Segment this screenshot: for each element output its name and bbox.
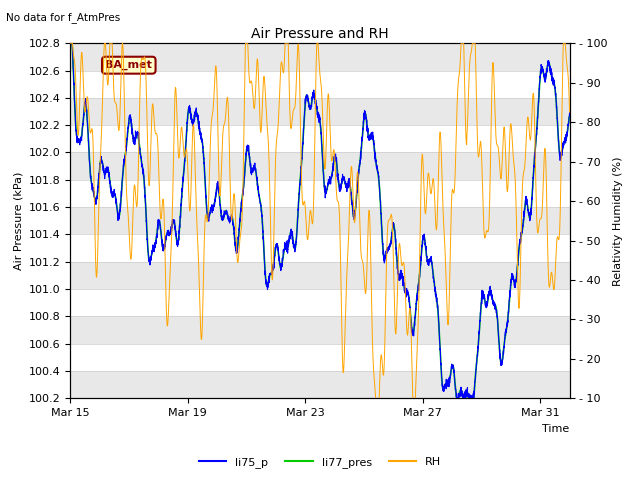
Bar xyxy=(70,153,570,180)
Text: No data for f_AtmPres: No data for f_AtmPres xyxy=(6,12,121,23)
Bar xyxy=(70,371,570,398)
Y-axis label: Air Pressure (kPa): Air Pressure (kPa) xyxy=(13,172,23,270)
Bar xyxy=(70,98,570,125)
Bar xyxy=(70,262,570,289)
Y-axis label: Relativity Humidity (%): Relativity Humidity (%) xyxy=(613,156,623,286)
Title: Air Pressure and RH: Air Pressure and RH xyxy=(251,27,389,41)
Bar xyxy=(70,316,570,344)
Bar xyxy=(70,207,570,234)
Text: BA_met: BA_met xyxy=(106,60,152,71)
Legend: li75_p, li77_pres, RH: li75_p, li77_pres, RH xyxy=(195,452,445,472)
X-axis label: Time: Time xyxy=(542,424,570,433)
Bar xyxy=(70,43,570,71)
